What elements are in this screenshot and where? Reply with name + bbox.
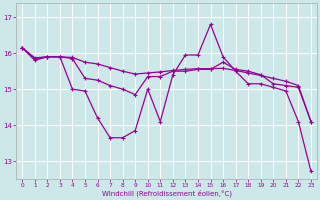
X-axis label: Windchill (Refroidissement éolien,°C): Windchill (Refroidissement éolien,°C) <box>101 190 232 197</box>
